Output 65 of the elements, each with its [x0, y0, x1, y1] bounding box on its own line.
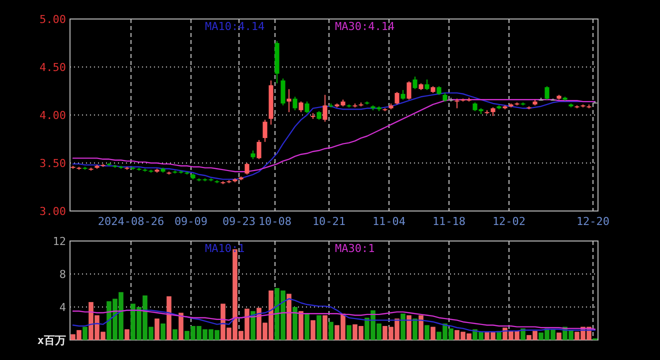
line-series	[72, 298, 596, 332]
y-tick-label: 5.00	[40, 13, 66, 26]
bar	[178, 312, 184, 340]
candlestick	[292, 96, 298, 111]
candlestick	[412, 76, 418, 90]
bar	[400, 314, 406, 340]
y-tick-label: 4	[59, 301, 66, 314]
x-tick-label: 11-18	[432, 215, 466, 228]
x-tick-label: 12-02	[492, 215, 526, 228]
text: MA30:1	[335, 242, 375, 255]
candlestick	[454, 98, 460, 109]
bar	[412, 318, 418, 340]
candlestick	[280, 78, 286, 106]
bar	[286, 294, 292, 340]
y-tick-label: 4.50	[40, 61, 66, 74]
y-tick-label: 4.00	[40, 109, 66, 122]
bar	[124, 329, 130, 340]
x-tick-label: 09-09	[174, 215, 208, 228]
bar	[304, 314, 310, 340]
candlestick	[544, 86, 550, 100]
bar	[346, 325, 352, 340]
bar	[328, 322, 334, 340]
candlestick	[394, 91, 400, 105]
bar	[322, 315, 328, 340]
y-axis-title: x百万	[37, 334, 66, 347]
text: MA30:4.14	[335, 20, 395, 33]
text: MA10:1	[205, 242, 245, 255]
y-tick-label: 3.00	[40, 205, 66, 218]
candlestick	[424, 78, 430, 91]
x-tick-label: 09-23	[222, 215, 256, 228]
bar	[292, 307, 298, 340]
bar	[316, 315, 322, 340]
candlestick	[286, 88, 292, 113]
candlestick	[322, 94, 328, 122]
candlestick	[256, 139, 262, 160]
x-tick-label: 12-20	[576, 215, 610, 228]
bar	[172, 329, 178, 340]
bar	[556, 332, 562, 340]
candlestick	[406, 80, 412, 100]
bar	[406, 315, 412, 340]
candlestick	[262, 119, 268, 142]
x-tick-label: 10-21	[312, 215, 346, 228]
line-series	[72, 310, 596, 330]
bar	[154, 318, 160, 340]
bar	[298, 311, 304, 340]
bar	[520, 328, 526, 340]
x-tick-label: 2024-08-26	[98, 215, 164, 228]
y-tick-label: 8	[59, 268, 66, 281]
bar	[418, 315, 424, 340]
x-tick-label: 11-04	[372, 215, 406, 228]
candlestick	[304, 101, 310, 114]
bar	[82, 326, 88, 340]
bar	[424, 325, 430, 340]
candlestick	[244, 162, 250, 176]
candlestick	[298, 101, 304, 113]
x-tick-label: 10-08	[258, 215, 292, 228]
bar	[160, 324, 166, 340]
bar	[430, 326, 436, 340]
y-tick-label: 12	[52, 235, 66, 248]
text: MA10:4.14	[205, 20, 265, 33]
candlestick	[400, 90, 406, 100]
bar	[250, 311, 256, 340]
y-tick-label: 3.50	[40, 157, 66, 170]
bar	[166, 296, 172, 340]
bar	[310, 320, 316, 340]
